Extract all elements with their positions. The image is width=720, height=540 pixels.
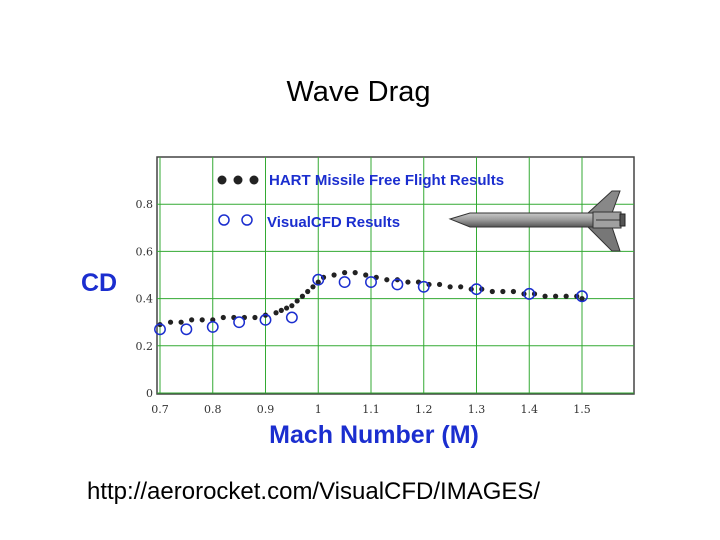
cfd-data-point (233, 316, 246, 329)
cfd-data-point (470, 283, 483, 296)
x-tick-label: 0.7 (151, 403, 169, 416)
cfd-data-point (391, 278, 404, 291)
hart-data-point (289, 303, 295, 309)
hart-data-point (447, 284, 453, 290)
legend-label-hart: HART Missile Free Flight Results (269, 172, 504, 189)
cfd-data-point (206, 320, 219, 333)
hart-data-point (315, 279, 321, 285)
hart-data-point (199, 317, 205, 323)
cfd-data-point (259, 313, 272, 326)
hart-data-point (252, 314, 258, 321)
hart-data-point (384, 277, 390, 283)
hart-data-point (273, 310, 279, 316)
x-tick-label: 1.4 (521, 403, 539, 416)
hart-data-point (563, 293, 569, 299)
plot-area (156, 156, 635, 395)
legend-circle (218, 214, 230, 226)
cfd-data-point (285, 311, 298, 324)
legend-label-cfd: VisualCFD Results (267, 214, 400, 231)
hart-data-point (579, 296, 585, 302)
x-tick-label: 1.1 (362, 403, 380, 416)
grid (157, 157, 634, 394)
y-tick-label: 0.6 (136, 245, 154, 258)
cfd-data-point (417, 280, 430, 293)
hart-data-point (294, 298, 300, 304)
hart-data-point (542, 293, 548, 299)
legend-dot (233, 175, 243, 185)
hart-data-point (405, 279, 411, 285)
hart-data-point (436, 281, 443, 288)
x-tick-label: 1.5 (573, 403, 591, 416)
legend-circle (241, 214, 253, 226)
hart-data-point (331, 272, 337, 278)
tick-labels: 0.7 0.8 0.9 1 1.1 1.2 1.3 1.4 1.5 0 0.2 0.4 0.6 0.8 (136, 198, 591, 416)
hart-data-point (189, 317, 195, 323)
cfd-data-point (338, 276, 351, 289)
y-tick-label: 0.8 (136, 198, 154, 211)
series-cfd (154, 273, 588, 336)
legend-dot (249, 175, 259, 185)
missile-illustration (448, 190, 626, 252)
hart-data-point (500, 288, 506, 295)
hart-data-point (310, 284, 316, 290)
slide-title: Wave Drag (286, 76, 431, 108)
y-tick-label: 0.4 (136, 293, 154, 306)
legend: HART Missile Free Flight Results VisualC… (217, 172, 504, 231)
cfd-data-point (180, 323, 193, 336)
cfd-data-point (523, 287, 536, 300)
x-tick-label: 1.3 (468, 403, 486, 416)
hart-data-point (510, 288, 517, 295)
cfd-data-point (365, 276, 377, 289)
y-tick-label: 0 (146, 387, 153, 400)
y-axis-label: CD (81, 269, 117, 297)
x-tick-label: 1 (315, 403, 322, 416)
legend-marker-hart (217, 175, 259, 185)
hart-data-point (278, 307, 284, 313)
cfd-data-point (154, 323, 166, 336)
hart-data-point (178, 319, 184, 325)
hart-data-point (363, 272, 369, 278)
hart-data-point (284, 305, 290, 311)
hart-data-point (299, 293, 306, 299)
x-tick-label: 0.9 (257, 403, 275, 416)
x-tick-label: 1.2 (415, 403, 433, 416)
hart-data-point (305, 288, 311, 295)
hart-data-point (342, 270, 348, 276)
hart-data-point (489, 288, 495, 295)
hart-data-point (352, 270, 358, 276)
hart-data-point (458, 284, 464, 290)
cfd-data-point (312, 273, 325, 286)
source-url: http://aerorocket.com/VisualCFD/IMAGES/ (87, 478, 541, 505)
x-tick-label: 0.8 (204, 403, 222, 416)
hart-data-point (553, 293, 559, 299)
hart-data-point (220, 314, 226, 321)
y-tick-label: 0.2 (136, 340, 154, 353)
cfd-data-point (576, 290, 588, 303)
legend-dot (217, 175, 227, 185)
hart-data-point (167, 319, 174, 325)
legend-marker-cfd (218, 214, 253, 226)
x-axis-label: Mach Number (M) (269, 421, 479, 449)
series-hart (157, 270, 585, 328)
